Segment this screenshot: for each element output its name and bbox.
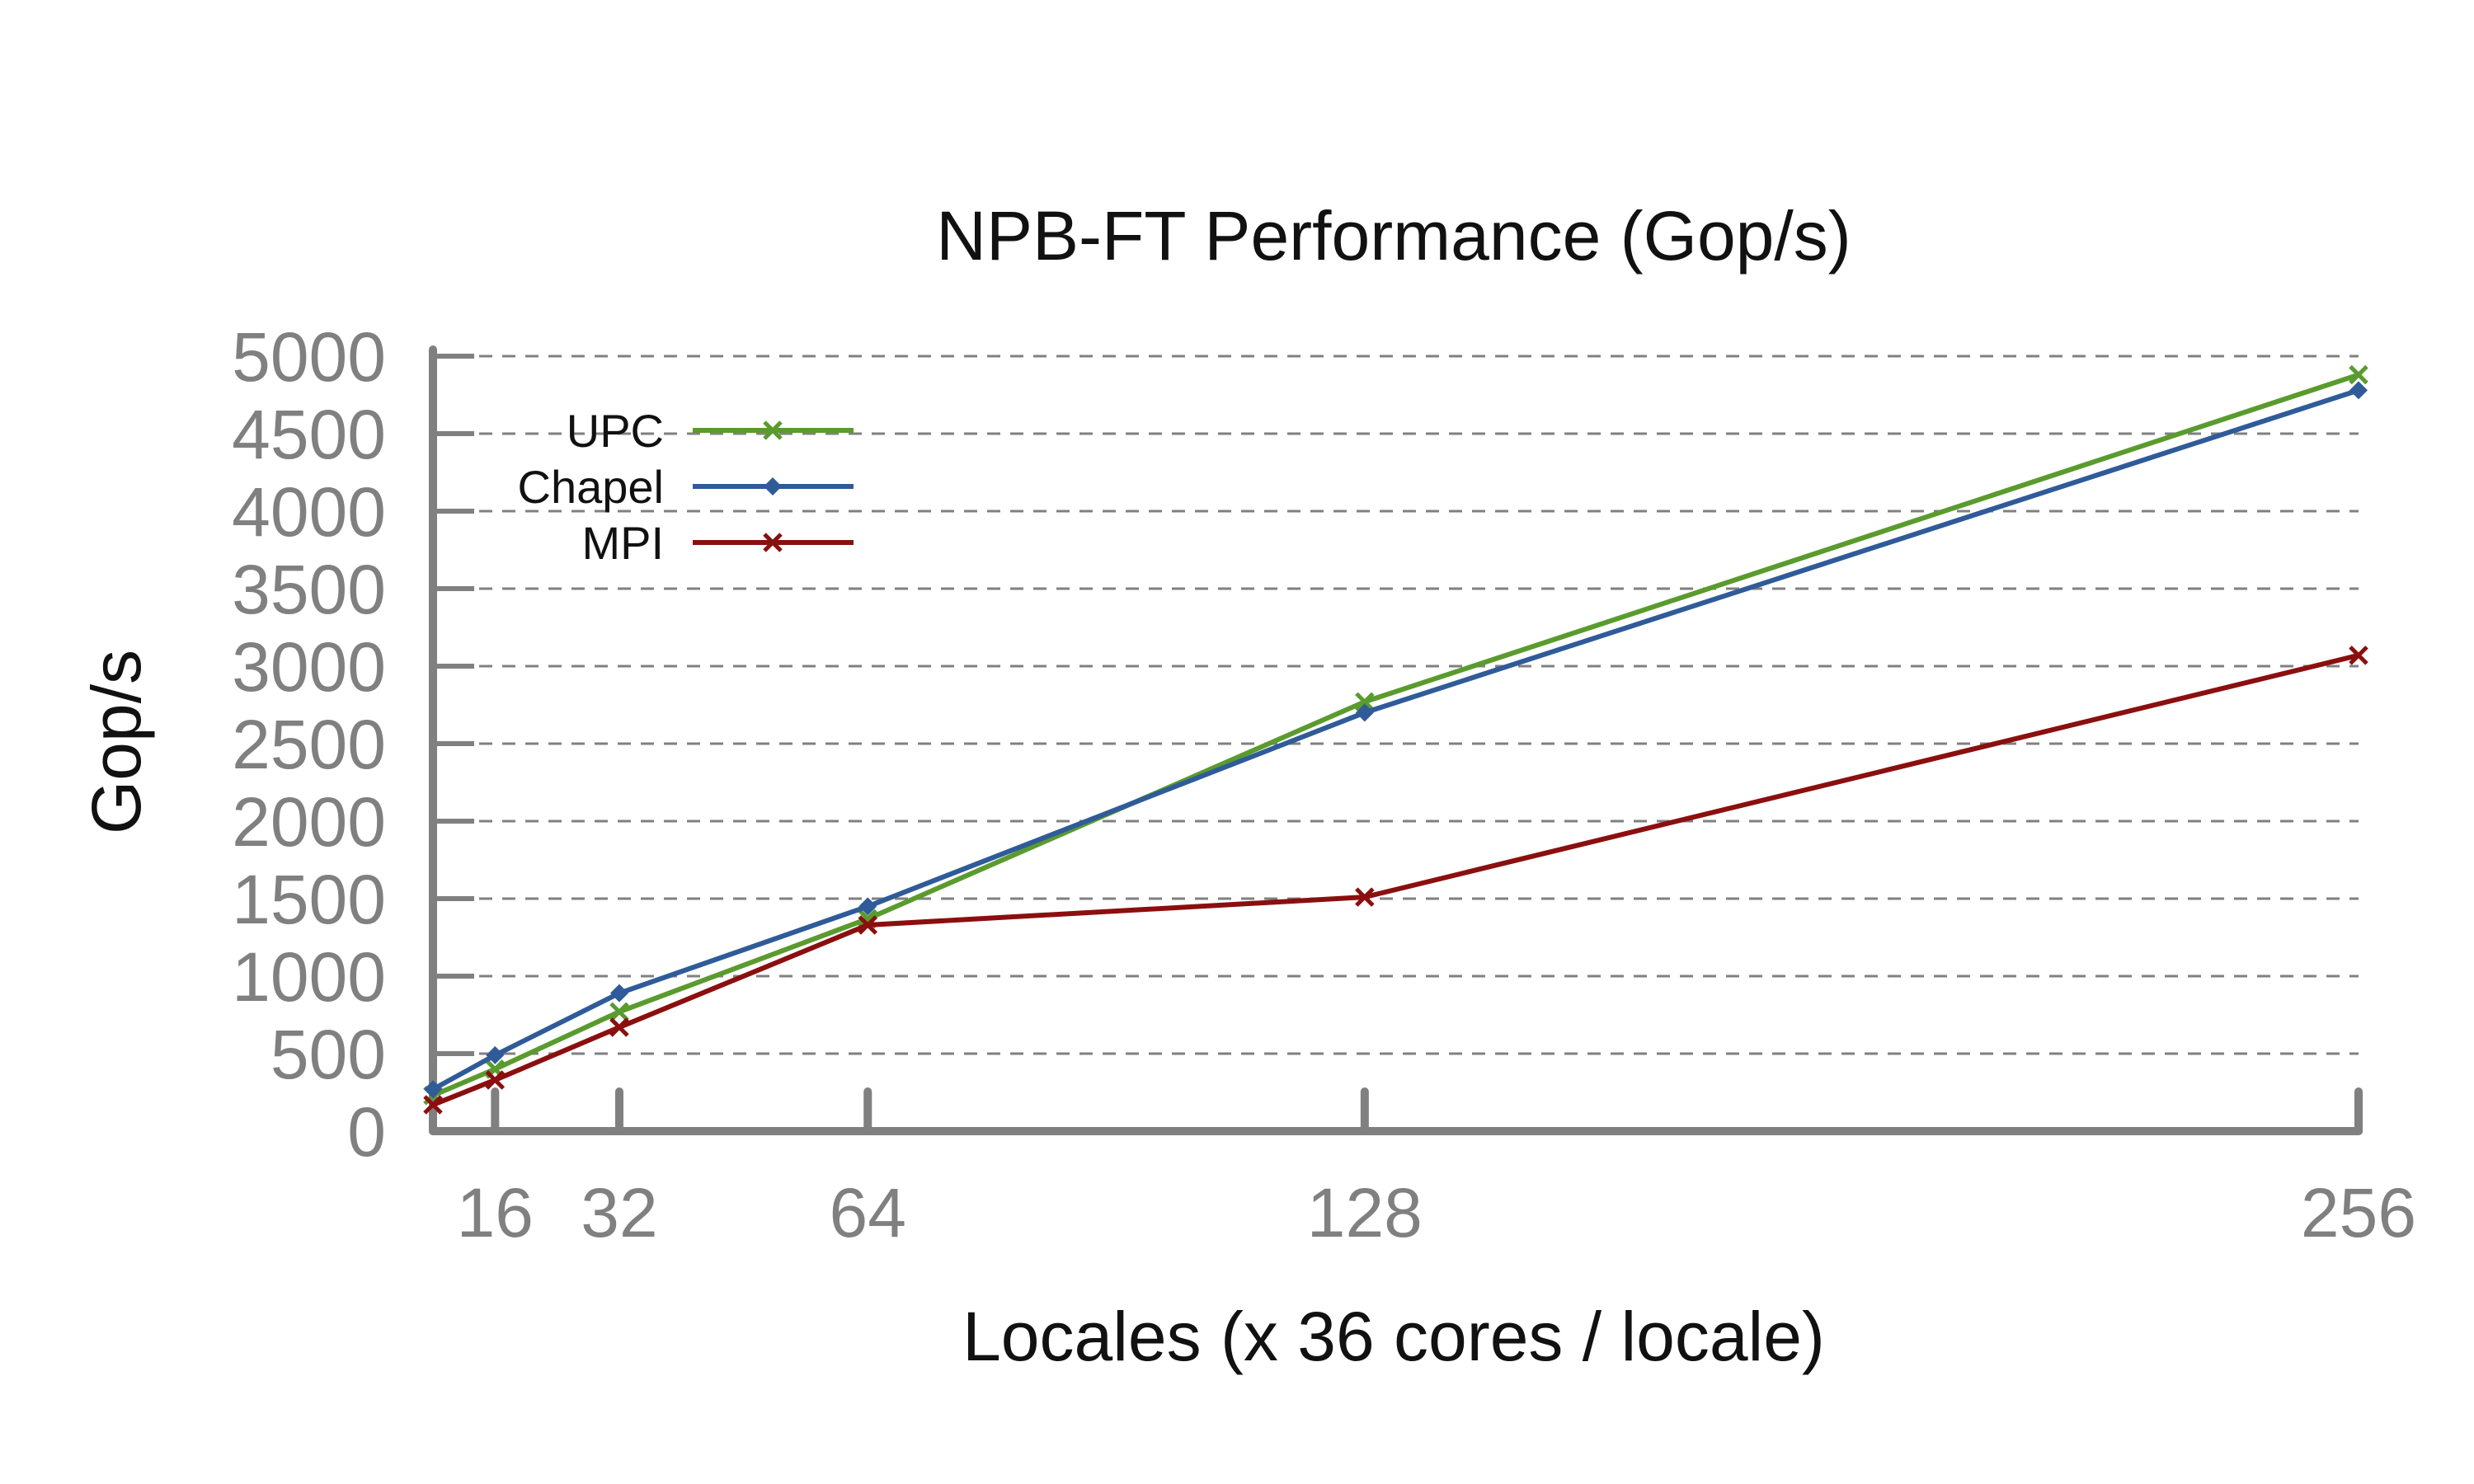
data-point (858, 897, 877, 916)
y-tick-label: 2000 (232, 783, 386, 861)
x-tick-label: 16 (457, 1174, 534, 1252)
data-point (1355, 887, 1375, 907)
series-mpi (423, 646, 2368, 1115)
y-tick-label: 3500 (232, 551, 386, 628)
series-line (431, 652, 2359, 1107)
series-line (431, 372, 2359, 1098)
y-tick-label: 4000 (232, 473, 386, 551)
y-tick-label: 5000 (232, 318, 386, 396)
data-point (486, 1045, 505, 1064)
chart-title: NPB-FT Performance (Gop/s) (936, 197, 1851, 275)
data-point (2349, 364, 2368, 385)
data-point (424, 1080, 442, 1099)
data-point (858, 915, 878, 935)
data-point (2349, 646, 2368, 665)
legend-label: Chapel (518, 461, 664, 513)
y-tick-label: 1500 (232, 861, 386, 938)
series-line (431, 387, 2359, 1092)
x-tick-label: 32 (581, 1174, 657, 1252)
data-point (1355, 692, 1375, 712)
y-axis-label: Gop/s (78, 650, 155, 834)
series-lines (423, 364, 2368, 1115)
x-axis-label: Locales (x 36 cores / locale) (962, 1298, 1825, 1375)
legend-label: UPC (567, 405, 664, 457)
axes (429, 345, 2363, 1135)
y-tick-label: 4500 (232, 396, 386, 473)
data-point (485, 1070, 506, 1090)
x-tick-label: 64 (830, 1174, 906, 1252)
series-upc (423, 364, 2368, 1106)
data-point (1355, 703, 1374, 722)
y-tick-label: 3000 (232, 628, 386, 706)
legend-label: MPI (581, 517, 664, 569)
y-tick-label: 2500 (232, 706, 386, 783)
data-point (2349, 381, 2368, 400)
y-tick-label: 1000 (232, 938, 386, 1016)
y-tick-label: 500 (270, 1016, 386, 1093)
data-point (423, 1095, 443, 1115)
x-tick-labels: 16 32 64 128 256 (457, 1174, 2416, 1252)
data-point (609, 1017, 629, 1037)
x-tick-label: 256 (2301, 1174, 2416, 1252)
x-tick-label: 128 (1307, 1174, 1423, 1252)
data-point (764, 477, 782, 495)
y-tick-label: 0 (347, 1093, 386, 1171)
series-chapel (424, 381, 2368, 1099)
data-point (609, 984, 628, 1003)
data-point (763, 420, 783, 440)
gridlines (433, 355, 2359, 1055)
data-point (609, 1002, 629, 1022)
data-point (763, 533, 783, 552)
